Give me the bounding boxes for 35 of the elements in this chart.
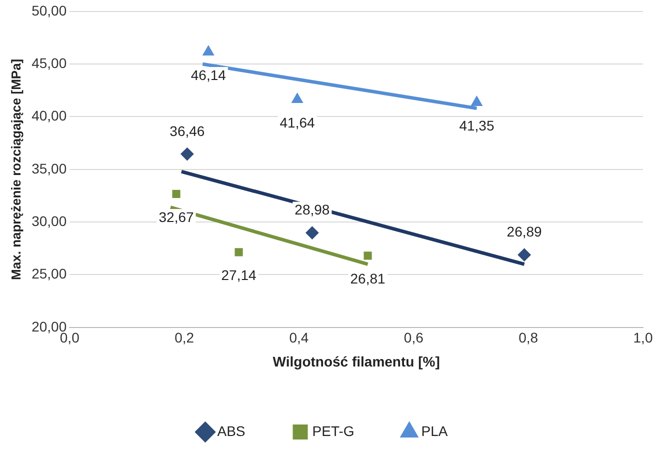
data-label: 32,67 [158,208,194,225]
legend-label: PLA [421,422,448,439]
data-label: 46,14 [190,66,226,83]
point [471,96,482,106]
legend-label: PET-G [312,422,354,439]
point [518,248,531,262]
point [292,92,303,103]
x-tick-label: 0,4 [289,330,309,346]
x-axis-title: Wilgotność filamentu [%] [272,353,440,370]
legend-label: ABS [217,422,246,439]
data-label: 27,14 [221,267,256,284]
y-tick-label: 45,00 [32,54,67,71]
y-tick-label: 35,00 [32,160,67,176]
x-tick-label: 1,0 [633,330,653,346]
y-tick-label: 20,00 [32,318,67,334]
data-label: 41,64 [280,114,315,130]
data-label: 41,35 [459,117,494,134]
y-tick-label: 50,00 [32,2,67,18]
y-axis-title: Max. naprężenie rozciągające [MPa] [8,58,24,280]
x-tick-label: 0,6 [404,330,424,346]
y-tick-label: 25,00 [32,266,67,282]
point [234,248,243,256]
data-label: 28,98 [294,202,330,218]
point [180,148,194,161]
data-label: 36,46 [170,122,205,139]
point [306,226,319,240]
x-tick-label: 0,2 [174,330,194,346]
data-label: 26,81 [350,270,386,287]
y-tick-label: 40,00 [32,108,67,124]
point [202,46,214,56]
point [172,190,180,198]
y-tick-label: 30,00 [32,212,67,229]
x-tick-label: 0,8 [518,330,538,346]
point [364,252,372,260]
data-label: 26,89 [506,224,542,240]
